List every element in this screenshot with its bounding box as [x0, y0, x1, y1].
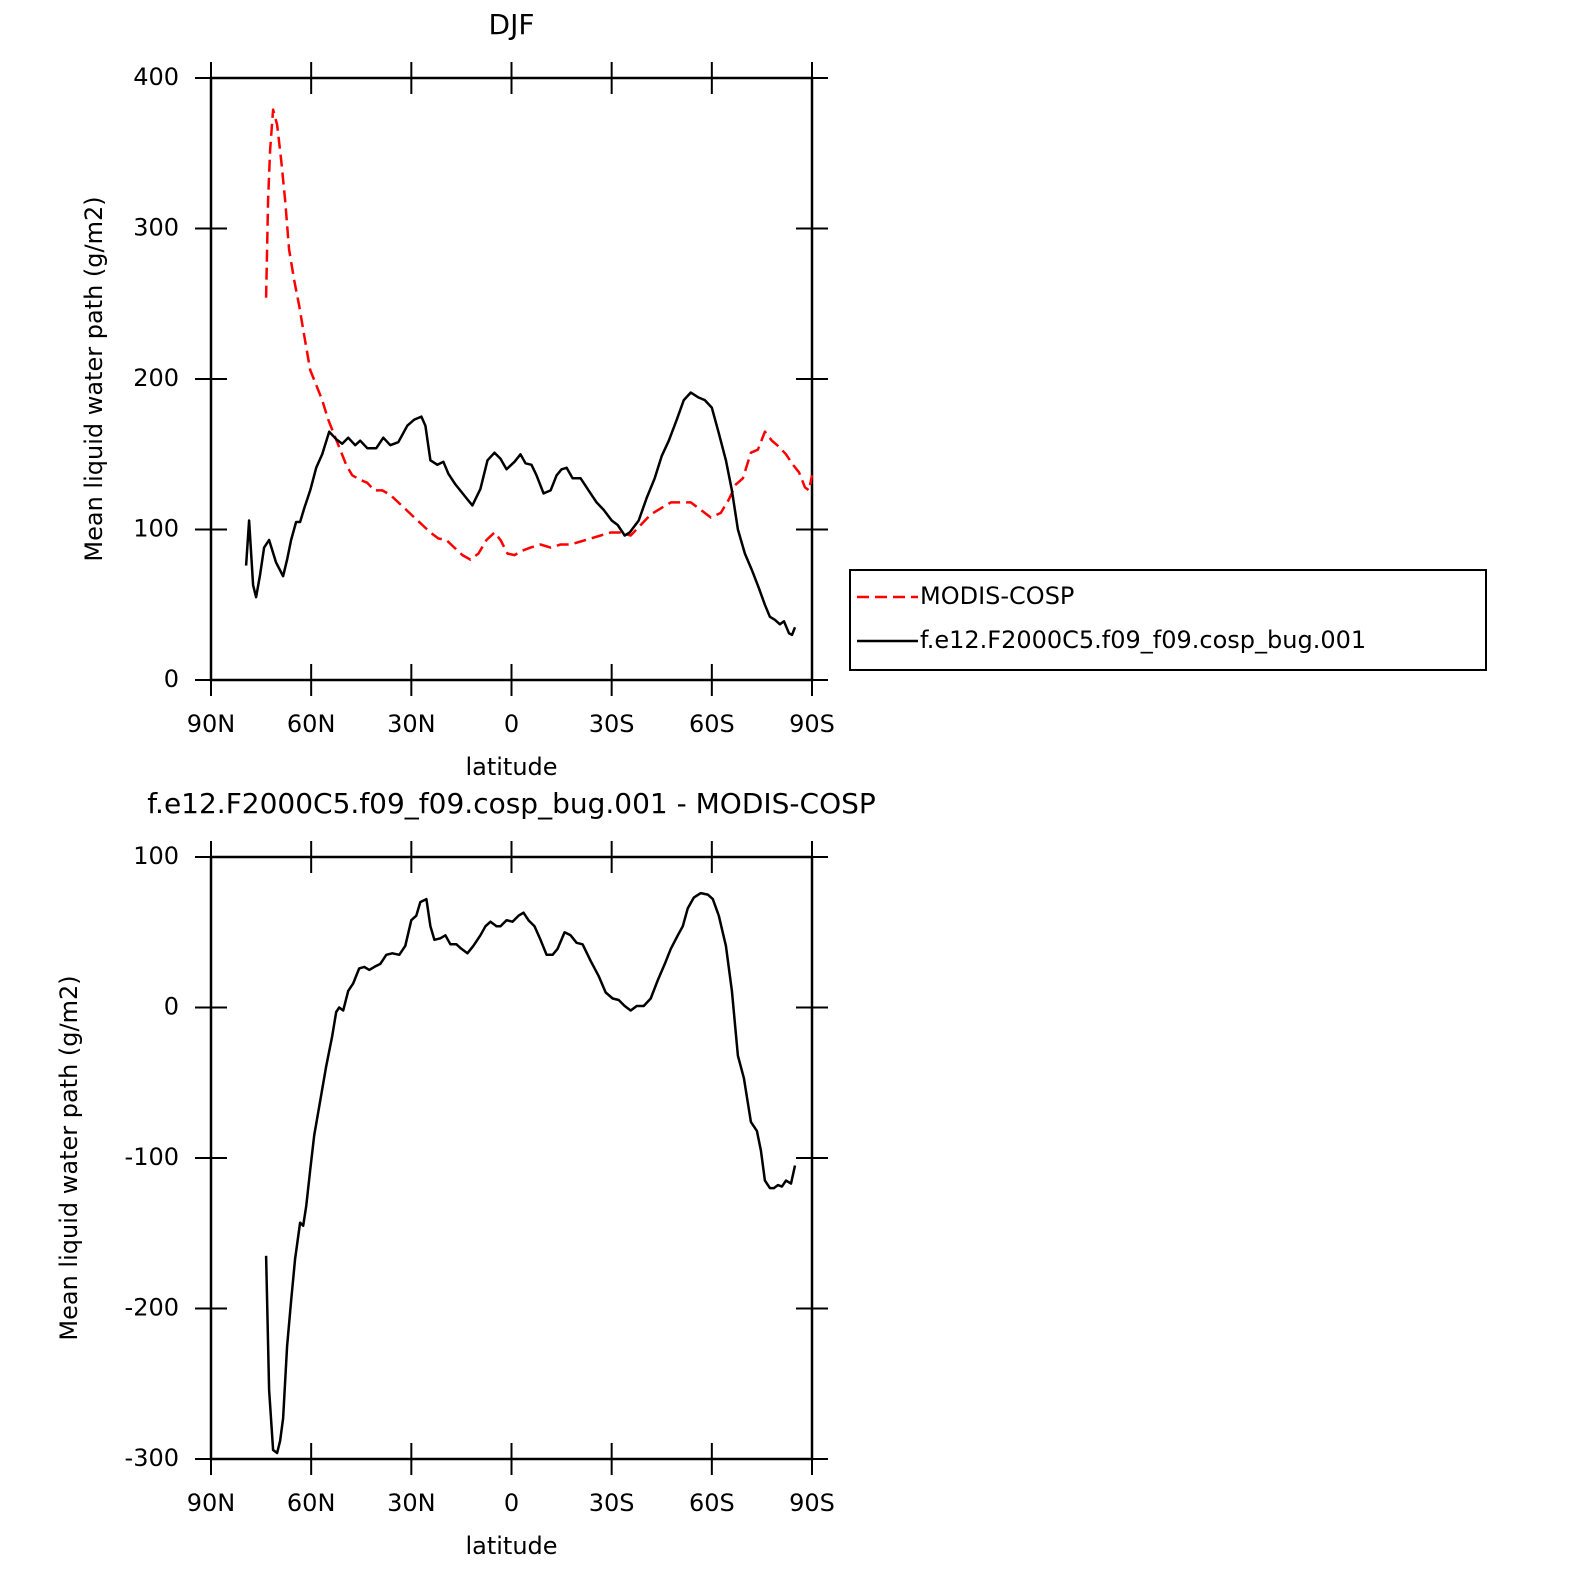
plot-frame [209, 76, 814, 682]
x-tick-label: 90S [789, 710, 835, 738]
chart-title: DJF [489, 8, 535, 41]
x-tick-label: 30S [589, 710, 635, 738]
y-tick-label: -300 [125, 1444, 179, 1472]
data-line [264, 108, 814, 561]
legend-box [849, 569, 1487, 671]
y-tick-label: 200 [133, 364, 179, 392]
y-tick-label: 0 [164, 993, 179, 1021]
x-axis-label: latitude [465, 1532, 557, 1560]
x-tick-label: 60N [287, 710, 336, 738]
data-line [264, 891, 797, 1455]
data-line [244, 391, 797, 637]
x-tick-label: 90N [187, 1489, 236, 1517]
y-tick-label: 100 [133, 515, 179, 543]
x-tick-label: 90N [187, 710, 236, 738]
legend-label: MODIS-COSP [920, 582, 1074, 610]
x-tick-label: 0 [504, 1489, 519, 1517]
x-tick-label: 60N [287, 1489, 336, 1517]
legend-label: f.e12.F2000C5.f09_f09.cosp_bug.001 [920, 626, 1366, 654]
y-tick-label: -200 [125, 1294, 179, 1322]
x-tick-label: 30S [589, 1489, 635, 1517]
legend: MODIS-COSP f.e12.F2000C5.f09_f09.cosp_bug… [849, 569, 1487, 671]
x-tick-label: 0 [504, 710, 519, 738]
y-axis-label: Mean liquid water path (g/m2) [80, 196, 108, 561]
x-tick-label: 30N [387, 710, 436, 738]
y-tick-label: 400 [133, 63, 179, 91]
y-tick-label: 100 [133, 842, 179, 870]
x-tick-label: 90S [789, 1489, 835, 1517]
y-tick-label: -100 [125, 1143, 179, 1171]
plot-frame [209, 855, 814, 1461]
y-tick-label: 300 [133, 214, 179, 242]
y-axis-label: Mean liquid water path (g/m2) [55, 975, 83, 1340]
x-tick-label: 60S [689, 710, 735, 738]
x-tick-label: 60S [689, 1489, 735, 1517]
x-axis-label: latitude [465, 753, 557, 781]
chart-title: f.e12.F2000C5.f09_f09.cosp_bug.001 - MOD… [147, 787, 876, 820]
x-tick-label: 30N [387, 1489, 436, 1517]
y-tick-label: 0 [164, 665, 179, 693]
